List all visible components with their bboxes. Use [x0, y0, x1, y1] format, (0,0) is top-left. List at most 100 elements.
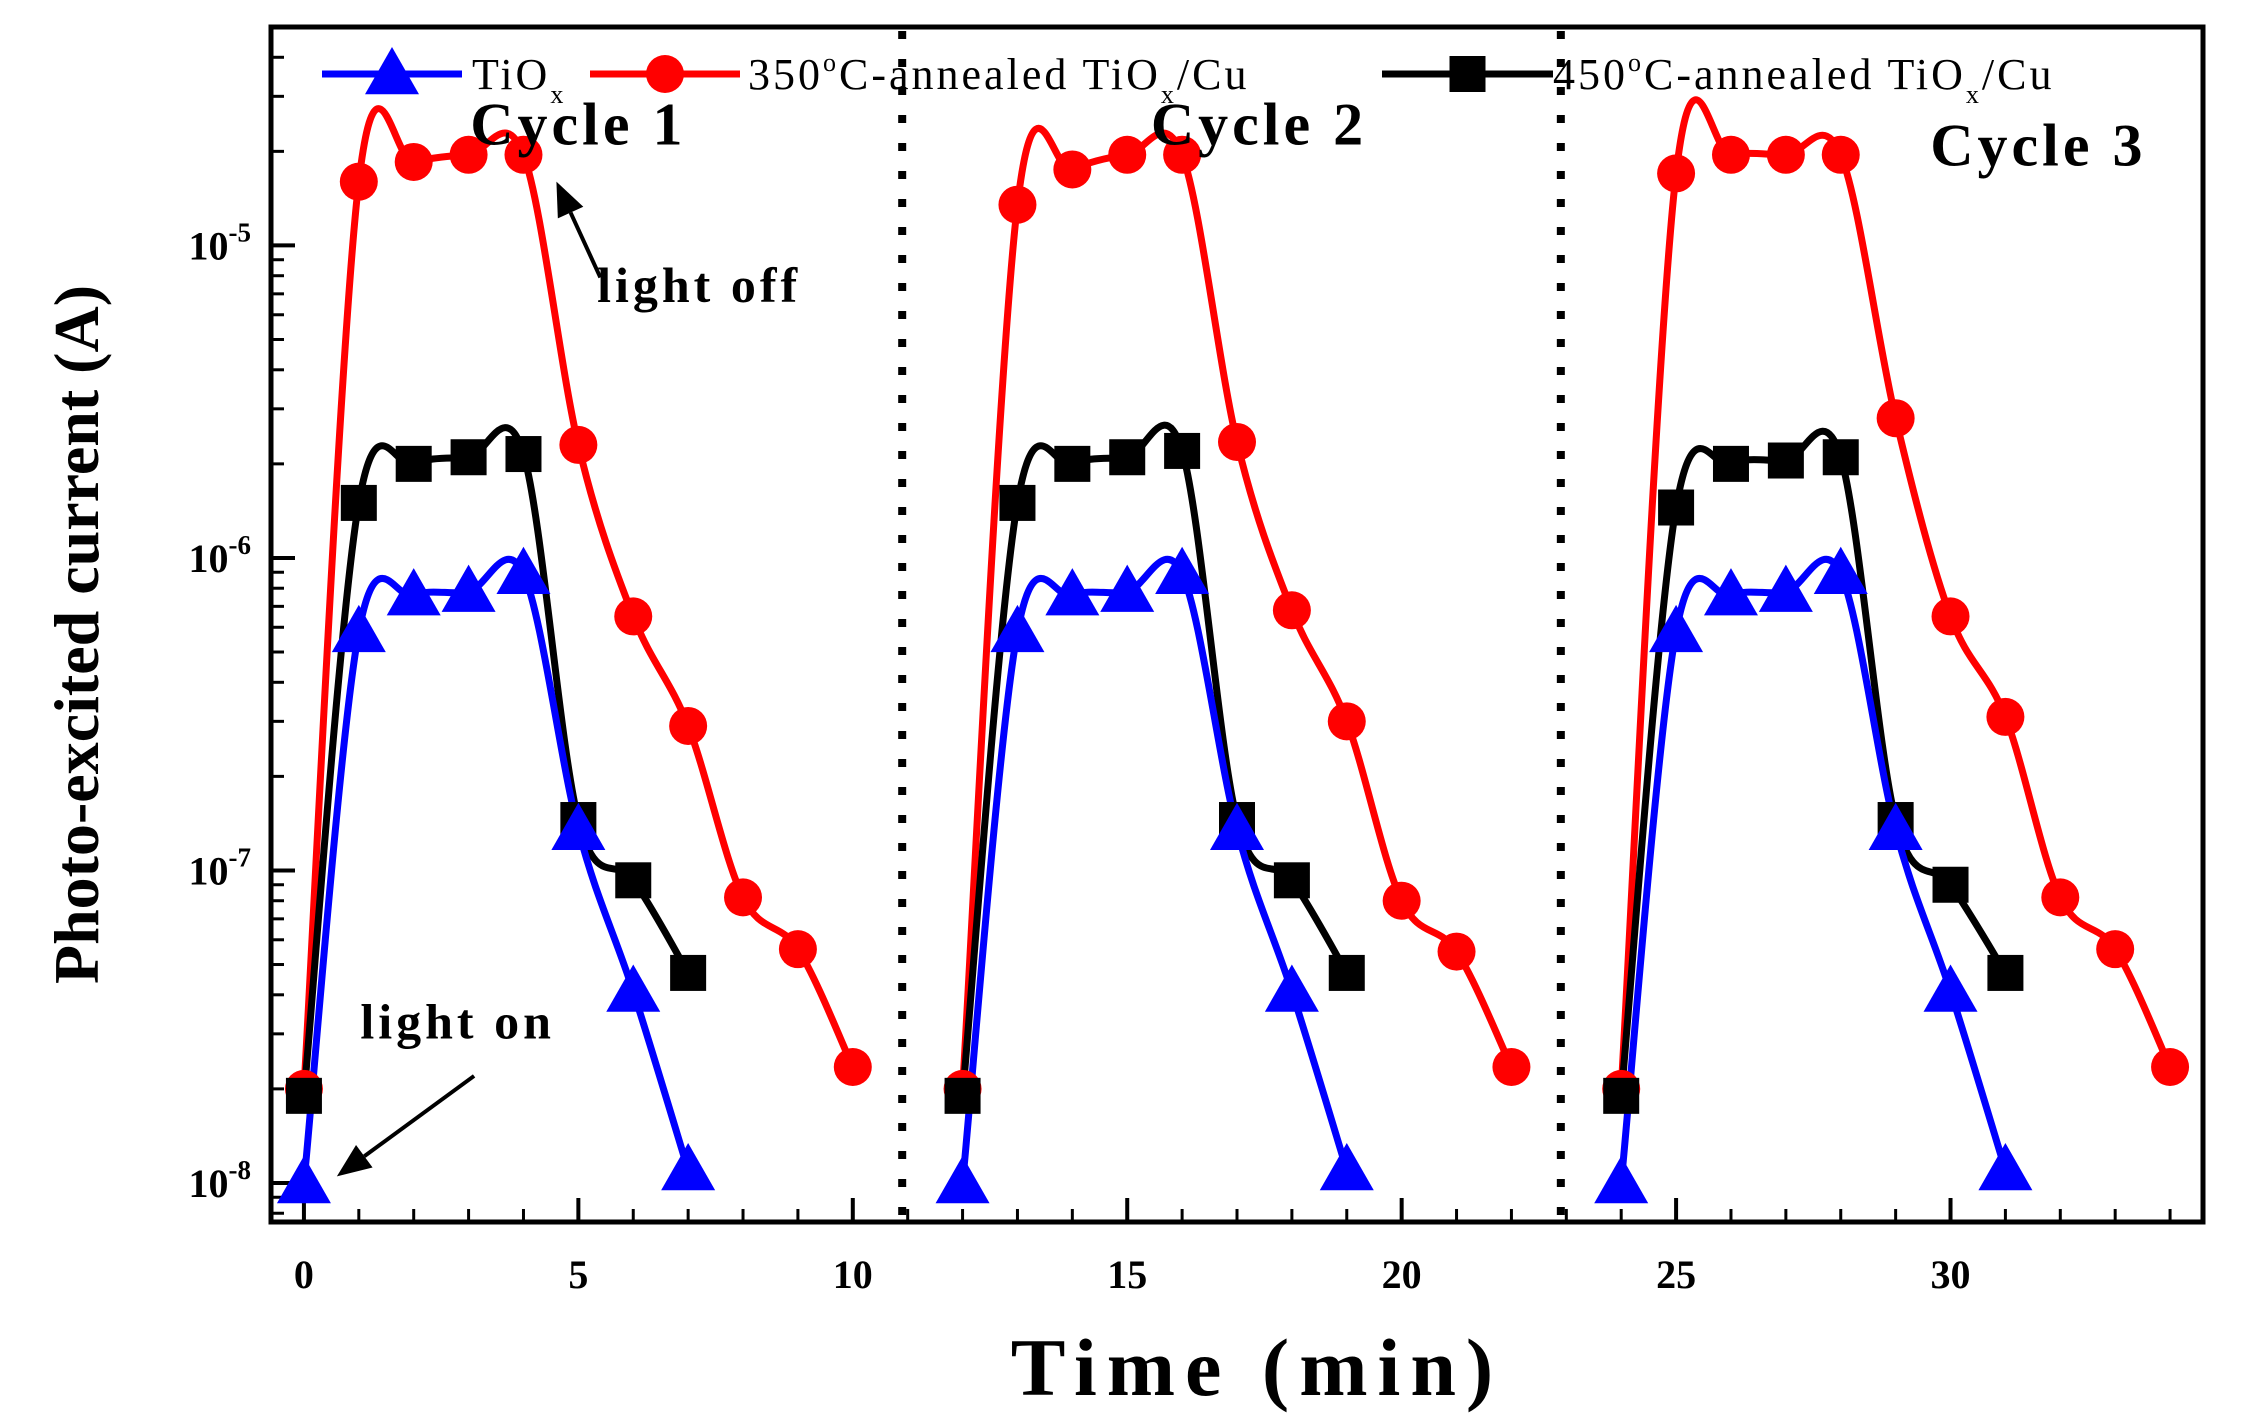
data-point-circle	[1986, 697, 2025, 736]
series-line-circle-cycle-3	[1617, 96, 2174, 1090]
x-tick-label: 10	[833, 1252, 873, 1297]
series-line-square-cycle-1	[300, 424, 692, 1097]
data-point-circle	[1272, 591, 1311, 630]
data-point-triangle	[990, 604, 1045, 653]
data-point-square	[999, 484, 1036, 521]
annotations: Cycle 1 Cycle 2 Cycle 3 light off light on	[336, 92, 2146, 1177]
series-line-circle-cycle-2	[959, 124, 1515, 1090]
data-point-square	[615, 862, 652, 899]
data-point-square	[1109, 439, 1146, 476]
data-point-square	[1603, 1077, 1640, 1114]
series-line-circle-cycle-1	[300, 105, 856, 1090]
cycle-label-1: Cycle 1	[470, 92, 686, 158]
legend-label: 350oC-annealed TiOx/Cu	[748, 48, 1249, 109]
x-tick-label: 15	[1107, 1252, 1147, 1297]
data-point-triangle	[1594, 1155, 1649, 1204]
data-point-circle	[778, 930, 817, 969]
cycle-label-3: Cycle 3	[1930, 113, 2146, 179]
data-point-circle	[1492, 1047, 1531, 1086]
data-point-triangle	[1978, 1143, 2033, 1191]
arrow-head	[556, 181, 584, 219]
data-point-triangle	[935, 1155, 990, 1204]
data-point-triangle	[1319, 1143, 1374, 1191]
data-point-circle	[669, 706, 708, 745]
data-point-square	[1767, 442, 1804, 479]
data-point-circle	[1821, 135, 1860, 174]
legend-marker	[365, 47, 419, 95]
data-point-circle	[1711, 135, 1750, 174]
data-point-square	[670, 954, 707, 991]
data-point-triangle	[331, 604, 386, 653]
data-point-square	[1932, 866, 1969, 903]
data-point-square	[1054, 445, 1091, 482]
light-on-label: light on	[360, 993, 555, 1049]
data-point-circle	[1876, 399, 1915, 438]
series-line-square-cycle-2	[959, 421, 1350, 1097]
data-point-circle	[998, 185, 1037, 224]
data-point-square	[1164, 432, 1201, 469]
series-markers	[276, 135, 2190, 1204]
data-point-circle	[1382, 881, 1421, 920]
data-point-circle	[1053, 150, 1092, 189]
x-tick-label: 25	[1656, 1252, 1696, 1297]
y-axis-title: Photo-excited current (A)	[41, 285, 112, 984]
light-off-label: light off	[597, 257, 801, 313]
data-point-triangle	[1155, 546, 1210, 595]
data-point-circle	[559, 425, 598, 464]
data-point-circle	[1437, 932, 1476, 971]
data-point-triangle	[1045, 568, 1100, 616]
data-point-triangle	[1100, 564, 1155, 612]
y-axis: 10-8 10-7 10-6 10-5	[189, 25, 295, 1215]
data-point-circle	[833, 1047, 872, 1086]
legend-label: 450oC-annealed TiOx/Cu	[1553, 48, 2054, 109]
data-point-square	[944, 1077, 981, 1114]
data-point-circle	[449, 135, 488, 174]
data-point-triangle	[1210, 802, 1264, 850]
data-point-triangle	[276, 1155, 331, 1204]
data-point-circle	[724, 878, 763, 917]
data-point-square	[450, 439, 487, 476]
data-point-circle	[2151, 1047, 2190, 1086]
data-point-triangle	[1813, 546, 1868, 595]
data-point-triangle	[661, 1143, 716, 1191]
data-point-circle	[1931, 597, 1970, 636]
data-point-circle	[339, 162, 378, 201]
data-point-triangle	[496, 546, 551, 595]
x-axis-title: Time (min)	[1011, 1322, 1504, 1413]
data-point-triangle	[441, 564, 496, 612]
arrow-shaft	[363, 1074, 476, 1158]
data-point-circle	[1218, 422, 1256, 461]
y-tick-label: 10-5	[189, 217, 252, 268]
data-point-circle	[1108, 135, 1147, 174]
y-tick-label: 10-8	[189, 1155, 252, 1206]
legend: TiOx 350oC-annealed TiOx/Cu 450oC-annealed…	[322, 47, 2054, 109]
data-point-circle	[394, 142, 433, 181]
cycle-label-2: Cycle 2	[1151, 92, 1367, 158]
data-point-square	[340, 484, 377, 521]
arrow-head	[336, 1144, 373, 1177]
data-point-circle	[504, 135, 543, 174]
data-point-triangle	[1649, 604, 1704, 653]
series-lines	[300, 96, 2174, 1184]
data-point-triangle	[1264, 964, 1319, 1012]
cycle-dividers	[898, 31, 1565, 1218]
light-off-arrow	[556, 181, 603, 279]
legend-marker	[646, 55, 684, 93]
legend-entry-1: TiOx	[322, 47, 566, 109]
data-point-circle	[614, 597, 653, 636]
data-point-triangle	[1868, 802, 1923, 850]
legend-marker	[1449, 56, 1486, 92]
data-point-square	[285, 1077, 322, 1114]
data-point-square	[1822, 439, 1859, 476]
data-point-square	[505, 436, 542, 473]
data-point-circle	[2041, 878, 2080, 917]
x-tick-label: 5	[568, 1252, 588, 1297]
data-point-square	[395, 445, 432, 482]
series-line-triangle-cycle-3	[1617, 555, 2009, 1184]
data-point-triangle	[1923, 964, 1978, 1012]
data-point-square	[1712, 445, 1749, 482]
legend-label: TiOx	[472, 50, 566, 109]
light-on-arrow	[336, 1074, 476, 1177]
legend-entry-2: 350oC-annealed TiOx/Cu	[590, 48, 1249, 109]
x-tick-label: 30	[1931, 1252, 1971, 1297]
